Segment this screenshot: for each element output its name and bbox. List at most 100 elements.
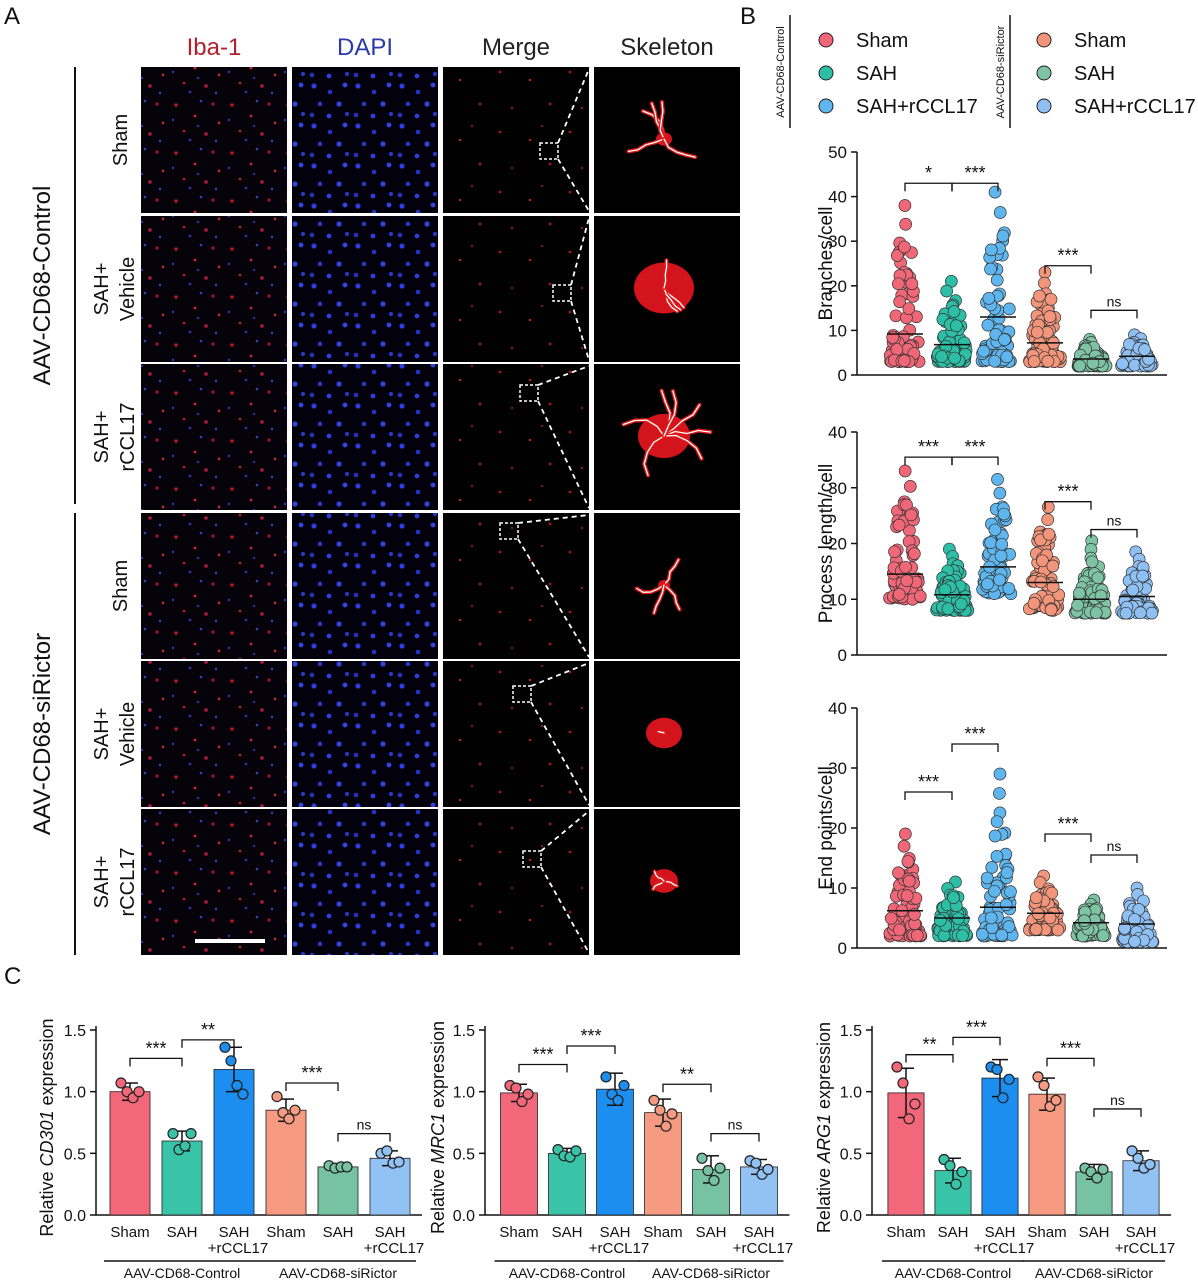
x-tick-label: SAH bbox=[744, 1224, 775, 1241]
micrograph-tile bbox=[443, 216, 589, 362]
replicate-point bbox=[1132, 1152, 1144, 1164]
zoom-line bbox=[540, 810, 590, 852]
replicate-point bbox=[289, 1104, 301, 1116]
data-point bbox=[941, 602, 955, 616]
bar bbox=[265, 1109, 307, 1216]
row-label: Sham bbox=[110, 560, 132, 612]
group-label: AAV-CD68-Control bbox=[895, 1265, 1011, 1280]
replicate-point bbox=[225, 1055, 237, 1067]
data-point bbox=[892, 588, 906, 601]
y-axis-label: Relative MRC1 expression bbox=[428, 1021, 448, 1234]
column-header-skeleton: Skeleton bbox=[620, 34, 713, 61]
sig-bracket bbox=[285, 1082, 339, 1092]
sig-label: *** bbox=[966, 1017, 987, 1037]
sig-bracket bbox=[662, 1083, 712, 1093]
data-point bbox=[897, 839, 911, 853]
row-label-line: rCCL17 bbox=[117, 848, 139, 917]
sig-bracket bbox=[1090, 309, 1138, 319]
data-point bbox=[980, 871, 994, 885]
y-axis-label-text: Relative CD301 expression bbox=[37, 1018, 57, 1236]
replicate-point bbox=[1050, 1094, 1062, 1106]
data-point bbox=[940, 284, 953, 298]
replicate-point bbox=[510, 1082, 522, 1094]
y-axis-label: Process length/cell bbox=[816, 464, 837, 623]
data-point bbox=[901, 855, 915, 868]
data-point bbox=[997, 507, 1011, 521]
micrograph-tile bbox=[292, 661, 438, 807]
data-point bbox=[993, 767, 1007, 781]
data-point bbox=[890, 249, 904, 262]
data-point bbox=[996, 229, 1010, 243]
skeleton-trace bbox=[643, 435, 665, 476]
micrograph-tile bbox=[292, 513, 438, 659]
data-point bbox=[899, 217, 913, 231]
replicate-point bbox=[1097, 1163, 1109, 1175]
data-point bbox=[1128, 934, 1141, 948]
sig-bracket bbox=[1044, 501, 1092, 510]
data-point bbox=[1116, 357, 1129, 371]
micrograph-tile bbox=[141, 513, 287, 659]
replicate-point bbox=[133, 1086, 145, 1098]
y-tick-label: 0.5 bbox=[453, 1146, 475, 1163]
replicate-point bbox=[903, 1113, 915, 1125]
sig-label: *** bbox=[1057, 482, 1078, 502]
data-point bbox=[892, 866, 905, 880]
row-label-line: SAH+ bbox=[91, 856, 113, 909]
data-point bbox=[1096, 929, 1110, 942]
group-label-text: AAV-CD68-Control bbox=[29, 186, 56, 386]
sig-bracket bbox=[1044, 265, 1092, 274]
group-label: AAV-CD68-siRictor bbox=[279, 1265, 397, 1280]
row-label: SAH+ rCCL17 bbox=[91, 403, 139, 472]
data-point bbox=[888, 545, 901, 559]
sig-label: *** bbox=[580, 1026, 601, 1046]
data-point bbox=[1086, 356, 1100, 370]
data-point bbox=[899, 560, 912, 574]
zoom-line bbox=[530, 662, 590, 687]
data-point bbox=[1027, 597, 1041, 610]
data-point bbox=[984, 262, 997, 276]
replicate-point bbox=[1144, 1158, 1156, 1171]
sig-label: *** bbox=[918, 437, 939, 457]
bar-chart-3: 0.0 0.5 1.0 1.5 Relative ARG1 expression Sham… bbox=[814, 1017, 1175, 1280]
data-point bbox=[947, 305, 961, 318]
replicate-point bbox=[991, 1063, 1003, 1076]
data-point bbox=[1043, 911, 1057, 925]
sig-label: * bbox=[925, 163, 932, 183]
y-tick-label: 0 bbox=[838, 939, 847, 958]
skeleton-trace bbox=[663, 434, 703, 460]
sig-label: *** bbox=[964, 724, 985, 744]
data-point bbox=[1044, 603, 1058, 617]
legend-marker bbox=[818, 65, 834, 81]
replicate-point bbox=[1038, 1079, 1050, 1092]
replicate-point bbox=[237, 1088, 249, 1100]
data-point bbox=[905, 277, 919, 291]
row-label-line: SAH+ bbox=[91, 708, 113, 761]
replicate-point bbox=[956, 1166, 968, 1178]
row-label-line: rCCL17 bbox=[117, 403, 139, 472]
sig-label: ** bbox=[922, 1035, 936, 1055]
y-tick-label: 10 bbox=[828, 879, 847, 898]
x-tick-label: +rCCL17 bbox=[974, 1240, 1034, 1257]
legend-entry: SAH bbox=[1074, 63, 1115, 85]
replicate-point bbox=[167, 1127, 179, 1140]
micrograph-tile bbox=[443, 661, 589, 807]
replicate-point bbox=[909, 1098, 921, 1110]
y-tick-label: 1.5 bbox=[840, 1023, 862, 1040]
skeleton-trace bbox=[653, 870, 665, 882]
data-point bbox=[1091, 571, 1105, 585]
data-point bbox=[893, 295, 907, 309]
sig-label: ns bbox=[728, 1117, 743, 1133]
replicate-point bbox=[612, 1094, 624, 1106]
x-tick-label: Sham bbox=[110, 1224, 149, 1241]
skeleton-trace bbox=[636, 584, 665, 593]
skeleton-trace bbox=[663, 259, 668, 289]
data-point bbox=[1029, 922, 1043, 936]
y-axis-label-text: Relative ARG1 expression bbox=[814, 1022, 834, 1233]
scatter-plot-3: 0 10 20 30 40 End points/cell *** *** *** ns bbox=[816, 699, 1167, 958]
sig-label: ns bbox=[357, 1117, 372, 1133]
legend-marker bbox=[818, 98, 834, 114]
y-tick-label: 40 bbox=[828, 423, 847, 442]
micrograph-tile bbox=[141, 809, 287, 955]
